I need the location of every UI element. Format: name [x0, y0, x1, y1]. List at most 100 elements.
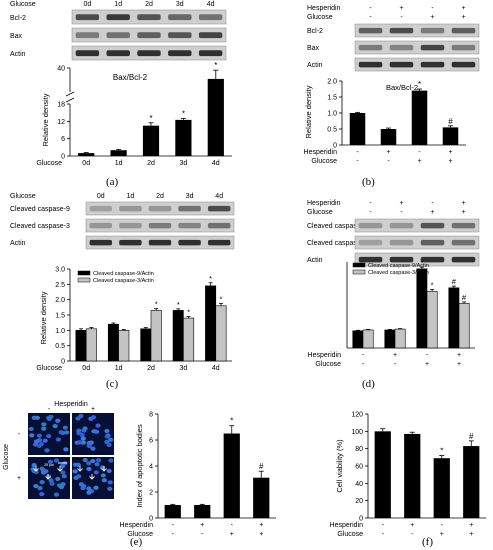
blot-d-sign: +: [461, 209, 465, 216]
blot-a-lane-label: 3d: [176, 1, 184, 8]
blot-b-sign: +: [430, 14, 434, 21]
blot-b-row-band: [420, 27, 445, 34]
chart-e-y-tick-label: 8: [149, 412, 153, 419]
chart-d-bar: [352, 330, 364, 349]
chart-c-y-tick-label: 2.5: [55, 282, 65, 289]
blot-a-row-label: Bax: [10, 33, 23, 40]
blot-c-row-band: [148, 205, 172, 212]
chart-d-condition-sign: +: [393, 352, 397, 359]
blot-b-condition-label: Glucose: [307, 14, 333, 21]
chart-f-significance: *: [440, 447, 443, 456]
blot-b-row-band: [389, 44, 414, 51]
chart-c-x-label: Glucose: [36, 365, 62, 372]
chart-f-condition-sign: -: [382, 531, 385, 538]
chart-e-bar: [164, 505, 181, 518]
chart-d-bar: [384, 329, 396, 349]
chart-f-condition-sign: -: [411, 531, 414, 538]
chart-c-bar: [205, 285, 217, 362]
blot-c-row-band: [207, 239, 231, 246]
panel-b-svg: Hesperidin - + - + Glucose - - + + Bcl-2 Bax Actin B…: [304, 5, 480, 165]
blot-c-lane-label: 1d: [127, 193, 135, 200]
microscopy-nucleus: [100, 473, 106, 478]
microscopy-nucleus: [30, 467, 36, 472]
apoptosis-arrow-icon: [89, 474, 95, 480]
chart-b-significance: *: [418, 80, 421, 89]
chart-b-condition-sign: +: [448, 158, 452, 165]
chart-d-condition-sign: -: [362, 352, 365, 359]
microscopy-nucleus: [55, 476, 61, 482]
blot-d-condition-label: Hesperidin: [307, 200, 341, 207]
chart-d-legend-swatch: [352, 262, 366, 268]
scale-bar-label: 25 μm: [44, 463, 54, 467]
blot-a-row-band: [137, 14, 161, 21]
blot-c-lane-label: 0d: [97, 193, 105, 200]
chart-f-y-label: Cell viability (%): [335, 439, 344, 493]
microscopy-row-label: Glucose: [3, 444, 10, 470]
chart-f-condition-sign: -: [441, 522, 444, 529]
panel-e: Hesperidin - + Glucose - +25 μm 0 2 4 6 8 Index of…: [0, 398, 300, 550]
blot-d-condition-label: Glucose: [307, 209, 333, 216]
chart-e-bar: [194, 505, 211, 518]
chart-b-condition-sign: +: [386, 149, 390, 156]
chart-c-legend-swatch: [77, 270, 91, 276]
chart-c-y-tick-label: 0.5: [55, 343, 65, 350]
chart-d-legend-swatch: [352, 269, 366, 275]
microscopy-nucleus: [53, 492, 60, 497]
chart-a-title: Bax/Bcl-2: [113, 73, 148, 82]
blot-d-row-label: Cleaved caspase-3: [307, 240, 367, 247]
blot-d-row-band: [358, 239, 383, 246]
microscopy-nucleus: [39, 492, 45, 497]
chart-c-y-tick-label: 1.0: [55, 328, 65, 335]
chart-c-bar: [118, 330, 130, 362]
microscopy-nucleus: [33, 439, 40, 444]
chart-f-y-tick-label: 0: [359, 516, 363, 523]
chart-f-bar: [404, 433, 421, 518]
chart-e-condition-sign: -: [172, 522, 175, 529]
chart-f-condition-label: Hesperidin: [330, 522, 364, 529]
blot-c-row-band: [207, 205, 231, 212]
blot-a-row-band: [168, 50, 192, 57]
blot-d-row-label: Actin: [307, 257, 323, 264]
chart-a-y-tick-label: 12: [57, 119, 65, 126]
chart-b-bar: [380, 129, 397, 145]
chart-e-condition-sign: -: [201, 531, 204, 538]
blot-b-row-band: [389, 61, 414, 68]
microscopy-nucleus: [86, 490, 92, 495]
blot-b-row-band: [420, 44, 445, 51]
microscopy-nucleus: [46, 434, 52, 439]
chart-e-bar: [253, 477, 270, 518]
blot-d-row-label: Cleaved caspase-9: [307, 223, 367, 230]
chart-b-y-label: Relative density: [304, 85, 313, 138]
chart-c-y-tick-label: 1.5: [55, 313, 65, 320]
microscopy-nucleus: [37, 486, 43, 491]
microscopy-nucleus: [107, 486, 113, 491]
microscopy-nucleus: [43, 469, 49, 474]
chart-f-condition-label: Glucose: [337, 531, 363, 538]
chart-a-x-tick-label: 2d: [147, 160, 155, 167]
chart-b-condition-sign: -: [418, 149, 421, 156]
blot-c-row-band: [178, 239, 201, 246]
chart-a-x-tick-label: 1d: [115, 160, 123, 167]
blot-b-row-band: [420, 61, 445, 68]
chart-a-significance: *: [182, 109, 185, 118]
microscopy-row-sign: +: [17, 475, 21, 482]
apoptosis-arrow-icon: [33, 466, 39, 472]
microscopy-nucleus: [49, 481, 55, 486]
chart-f-y-tick-label: 20: [355, 498, 363, 505]
chart-e-y-tick-label: 2: [149, 490, 153, 497]
blot-d-row-band: [389, 256, 414, 263]
microscopy-nucleus: [29, 433, 35, 438]
microscopy-nucleus: [106, 468, 112, 474]
chart-a-bar: [78, 153, 95, 156]
chart-d-legend-label: Cleaved caspase-3/Actin: [368, 270, 429, 276]
blot-b-row-band: [358, 44, 383, 51]
chart-c-legend-swatch: [77, 277, 91, 283]
blot-b-sign: +: [461, 5, 465, 12]
apoptosis-arrow-icon: [45, 474, 51, 480]
blot-d-row-band: [451, 222, 476, 229]
microscopy-nucleus: [31, 415, 37, 420]
panel-label-a: (a): [106, 176, 119, 188]
blot-d-sign: -: [369, 209, 372, 216]
chart-c-y-tick-label: 0: [61, 359, 65, 366]
chart-a-x-label: Glucose: [36, 160, 62, 167]
